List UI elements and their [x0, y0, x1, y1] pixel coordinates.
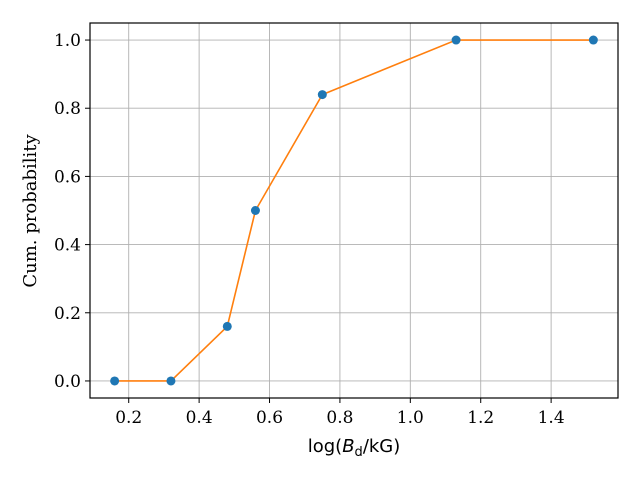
x-tick-label: 1.4 — [538, 408, 565, 428]
data-point — [451, 35, 461, 45]
x-axis-label: log(Bd/kG) — [308, 436, 401, 460]
y-tick-label: 0.8 — [54, 99, 81, 119]
data-point — [317, 90, 327, 100]
data-point — [110, 376, 120, 386]
x-axis-label-post: /kG) — [363, 436, 400, 457]
series-points-group — [110, 35, 598, 386]
plot-frame — [89, 22, 619, 399]
x-tick-label: 0.4 — [186, 408, 213, 428]
x-axis-ticks: 0.2 0.4 0.6 0.8 1.0 1.2 1.4 — [115, 398, 565, 428]
x-tick-label: 1.2 — [467, 408, 494, 428]
data-point — [166, 376, 176, 386]
x-axis-label-symbol: B — [342, 436, 354, 457]
y-tick-label: 1.0 — [54, 31, 81, 51]
x-tick-label: 0.6 — [256, 408, 283, 428]
data-point — [250, 206, 260, 215]
y-axis-label: Cum. probability — [20, 134, 41, 288]
y-tick-label: 0.4 — [54, 236, 81, 256]
x-tick-label: 0.8 — [326, 408, 353, 428]
y-tick-label: 0.0 — [54, 372, 81, 392]
y-axis-ticks: 0.0 0.2 0.4 0.6 0.8 1.0 — [54, 31, 90, 392]
data-point — [222, 321, 232, 331]
x-axis-label-subscript: d — [355, 445, 363, 460]
y-tick-label: 0.6 — [54, 167, 81, 187]
data-point — [588, 35, 598, 45]
grid-lines — [90, 23, 618, 398]
x-axis-label-pre: log( — [308, 436, 342, 457]
x-tick-label: 0.2 — [115, 408, 142, 428]
y-tick-label: 0.2 — [54, 304, 81, 324]
x-tick-label: 1.0 — [397, 408, 424, 428]
